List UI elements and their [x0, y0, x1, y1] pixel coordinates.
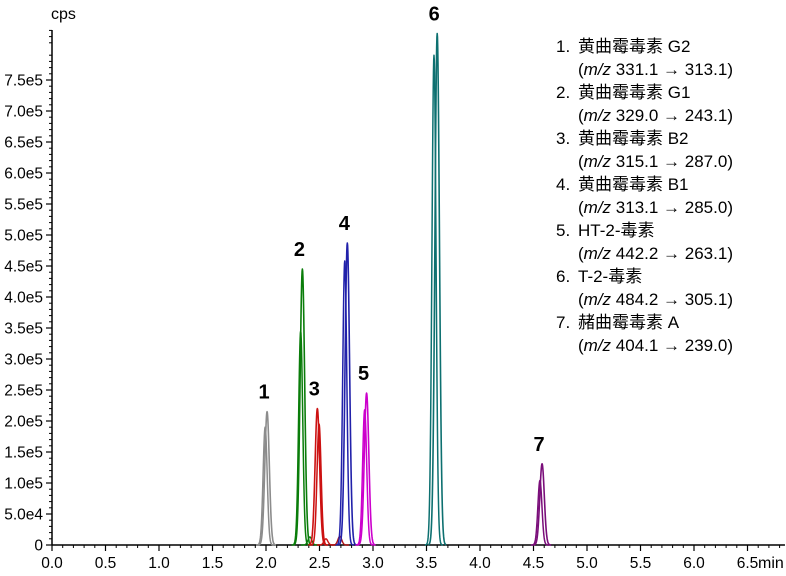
y-tick-label: 0 [34, 538, 43, 555]
x-tick-label: 0.5 [95, 555, 117, 572]
mz-italic-label: m/z [583, 336, 612, 355]
plot-content: 0 5.0e4 1.0e5 1.5e5 2.0e5 2.5e5 3.0e5 3.5e5 4.0e… [4, 4, 785, 572]
y-tick-label: 7.0e5 [4, 104, 43, 121]
y-tick-label: 4.0e5 [4, 290, 43, 307]
x-tick-label: 1.0 [148, 555, 170, 572]
y-tick-label: 2.0e5 [4, 414, 43, 431]
x-tick-label: 5.5 [630, 555, 652, 572]
peak-3-trace [307, 407, 327, 546]
peak-5-number-label: 5 [358, 363, 369, 385]
legend-mrm-transition: (m/z 313.1 → 285.0) [578, 198, 733, 217]
y-tick-label: 3.5e5 [4, 321, 43, 338]
x-tick-label: 0.0 [41, 555, 63, 572]
legend-item-number: 6. [556, 267, 571, 286]
legend-analyte-name: 黄曲霉毒素 G2 [578, 37, 691, 56]
legend-item-1: 1. 黄曲霉毒素 G2 (m/z 331.1 → 313.1) [556, 35, 784, 81]
peak-5-qualifier-trace [355, 409, 375, 546]
legend-mrm-transition: (m/z 442.2 → 263.1) [578, 244, 733, 263]
legend-analyte-name: 黄曲霉毒素 B1 [578, 175, 689, 194]
baseline-bump-1 [300, 536, 319, 546]
y-tick-label: 1.5e5 [4, 445, 43, 462]
peak-7-number-label: 7 [533, 434, 544, 456]
peak-2-trace [292, 268, 313, 546]
mz-italic-label: m/z [583, 60, 612, 79]
legend-item-number: 7. [556, 313, 571, 332]
legend-item-number: 1. [556, 37, 571, 56]
legend-mrm-transition: (m/z 315.1 → 287.0) [578, 152, 733, 171]
y-tick-label: 5.0e4 [4, 507, 43, 524]
y-tick-label: 2.5e5 [4, 383, 43, 400]
peak-6-qualifier-trace [424, 54, 444, 546]
y-tick-label: 3.0e5 [4, 352, 43, 369]
y-axis-unit-label: cps [51, 6, 76, 23]
y-tick-label: 7.5e5 [4, 73, 43, 90]
legend-item-4: 4. 黄曲霉毒素 B1 (m/z 313.1 → 285.0) [556, 173, 784, 219]
legend-mrm-transition: (m/z 329.0 → 243.1) [578, 106, 733, 125]
peak-1-qualifier-trace [255, 426, 275, 546]
x-tick-label: 6.0 [683, 555, 705, 572]
y-tick-label: 5.0e5 [4, 228, 43, 245]
peak-4-number-label: 4 [339, 213, 351, 235]
legend-mrm-transition: (m/z 331.1 → 313.1) [578, 60, 733, 79]
mz-italic-label: m/z [583, 244, 612, 263]
legend-mrm-transition: (m/z 484.2 → 305.1) [578, 290, 733, 309]
legend-analyte-name: 黄曲霉毒素 G1 [578, 83, 691, 102]
legend-analyte-name: HT-2-毒素 [578, 221, 655, 240]
legend-analyte-name: T-2-毒素 [578, 267, 643, 286]
peak-2-number-label: 2 [294, 239, 305, 261]
x-tick-label: 6.5 [737, 555, 759, 572]
legend-mrm-transition: (m/z 404.1 → 239.0) [578, 336, 733, 355]
mz-italic-label: m/z [583, 290, 612, 309]
x-tick-label: 4.0 [469, 555, 491, 572]
peak-5-trace [356, 392, 377, 546]
x-tick-label: 5.0 [576, 555, 598, 572]
legend-analyte-name: 黄曲霉毒素 B2 [578, 129, 689, 148]
legend-item-number: 5. [556, 221, 571, 240]
y-tick-label: 1.0e5 [4, 476, 43, 493]
mz-italic-label: m/z [583, 152, 612, 171]
y-tick-label: 5.5e5 [4, 197, 43, 214]
peak-legend: 1. 黄曲霉毒素 G2 (m/z 331.1 → 313.1) 2. 黄曲霉毒素 G1 (… [556, 35, 784, 357]
peak-1-trace [257, 410, 277, 546]
peak-6-number-label: 6 [429, 4, 440, 26]
mz-italic-label: m/z [583, 198, 612, 217]
peak-1-number-label: 1 [259, 382, 270, 404]
peak-7-trace [532, 462, 552, 546]
x-tick-label: 4.5 [523, 555, 545, 572]
x-tick-label: 2.5 [309, 555, 331, 572]
legend-item-5: 5. HT-2-毒素 (m/z 442.2 → 263.1) [556, 219, 784, 265]
legend-item-7: 7. 赭曲霉毒素 A (m/z 404.1 → 239.0) [556, 311, 784, 357]
legend-item-2: 2. 黄曲霉毒素 G1 (m/z 329.0 → 243.1) [556, 81, 784, 127]
peak-3-number-label: 3 [309, 379, 320, 401]
y-tick-label: 4.5e5 [4, 259, 43, 276]
legend-item-number: 2. [556, 83, 571, 102]
mz-italic-label: m/z [583, 106, 612, 125]
y-tick-label: 6.0e5 [4, 166, 43, 183]
peak-4-qualifier-trace [335, 260, 355, 546]
y-tick-label: 6.5e5 [4, 135, 43, 152]
x-tick-label: 1.5 [202, 555, 224, 572]
legend-item-number: 4. [556, 175, 571, 194]
legend-analyte-name: 赭曲霉毒素 A [578, 313, 680, 332]
x-tick-label: 3.5 [416, 555, 438, 572]
x-axis-unit-label: min [758, 555, 784, 572]
legend-item-3: 3. 黄曲霉毒素 B2 (m/z 315.1 → 287.0) [556, 127, 784, 173]
x-tick-label: 3.0 [362, 555, 384, 572]
legend-item-6: 6. T-2-毒素 (m/z 484.2 → 305.1) [556, 265, 784, 311]
peak-4-trace [337, 242, 357, 546]
legend-item-number: 3. [556, 129, 571, 148]
peak-6-trace [427, 32, 447, 546]
x-tick-label: 2.0 [255, 555, 277, 572]
